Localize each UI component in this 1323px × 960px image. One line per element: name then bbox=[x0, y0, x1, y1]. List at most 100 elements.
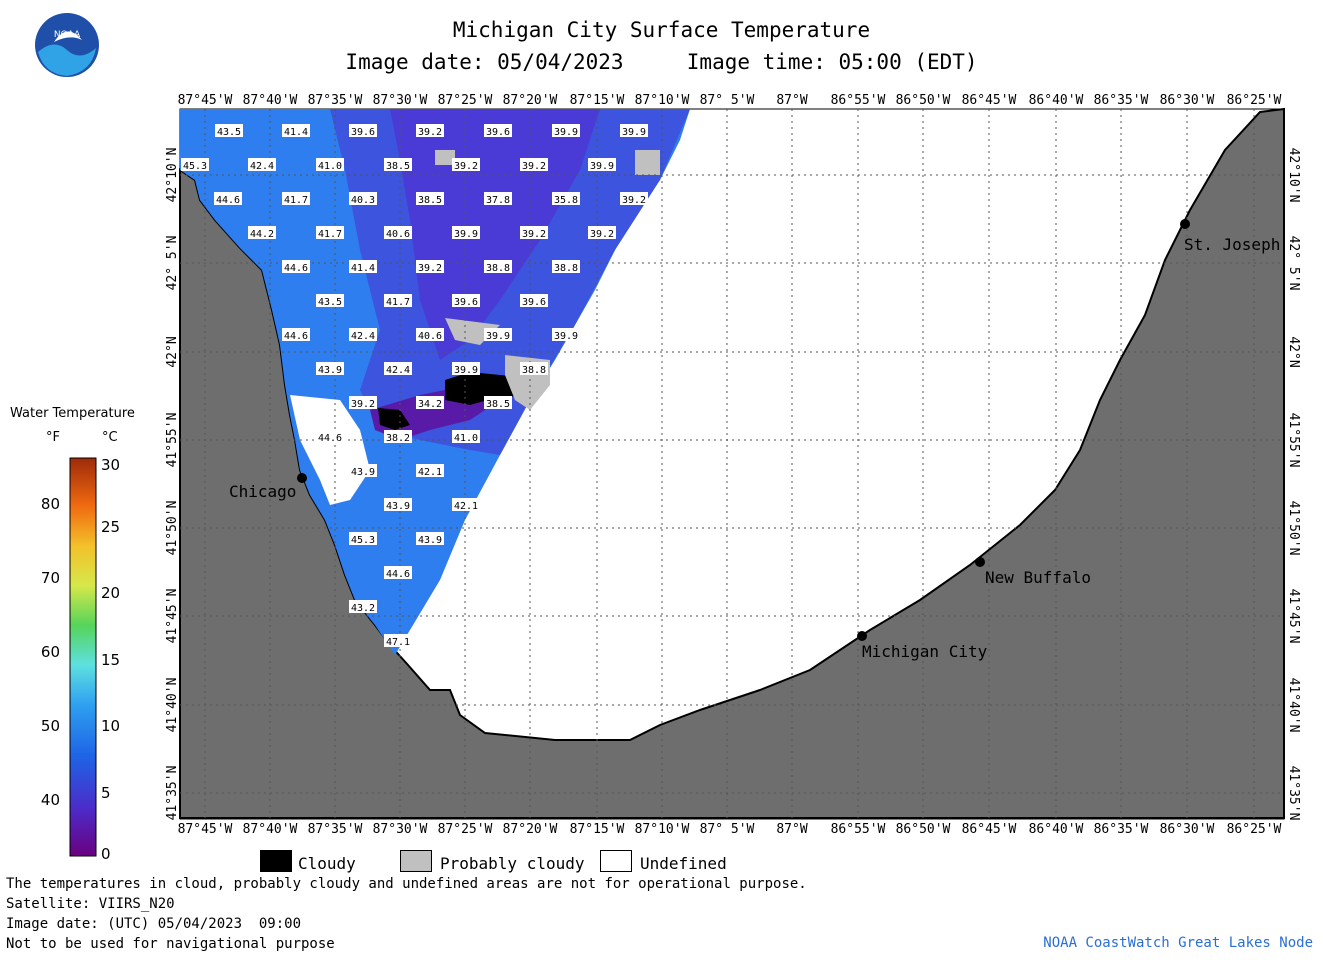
scale-tick-c: 10 bbox=[101, 717, 120, 735]
temperature-label: 40.6 bbox=[384, 226, 412, 240]
longitude-label: 86°55'W bbox=[831, 822, 886, 837]
longitude-label: 87°15'W bbox=[570, 93, 625, 108]
latitude-labels-right: 42°10'N 42° 5'N 42°N 41°55'N 41°50'N 41°45'N 4… bbox=[1286, 148, 1301, 821]
svg-text:NOAA: NOAA bbox=[54, 30, 81, 40]
scale-tick-f: 50 bbox=[41, 717, 60, 735]
city-marker bbox=[857, 631, 867, 641]
map-title: Michigan City Surface Temperature bbox=[452, 18, 871, 42]
city-label: Michigan City bbox=[862, 642, 988, 661]
svg-text:44.2: 44.2 bbox=[250, 229, 274, 240]
temperature-label: 34.2 bbox=[416, 396, 444, 410]
temperature-label: 41.7 bbox=[282, 192, 310, 206]
temperature-label: 44.6 bbox=[316, 430, 344, 444]
svg-text:37.8: 37.8 bbox=[486, 195, 510, 206]
svg-text:39.6: 39.6 bbox=[486, 127, 510, 138]
latitude-label: 42°N bbox=[1286, 336, 1301, 367]
city-label: St. Joseph bbox=[1184, 235, 1280, 254]
temperature-label: 45.3 bbox=[349, 532, 377, 546]
temperature-label: 39.9 bbox=[484, 328, 512, 342]
scale-tick-c: 25 bbox=[101, 518, 120, 536]
svg-text:44.6: 44.6 bbox=[386, 569, 410, 580]
scale-tick-f: 80 bbox=[41, 495, 60, 513]
scale-tick-c: 15 bbox=[101, 651, 120, 669]
longitude-label: 87°40'W bbox=[243, 93, 298, 108]
footer-credit: NOAA CoastWatch Great Lakes Node bbox=[1043, 935, 1313, 951]
svg-text:39.6: 39.6 bbox=[351, 127, 375, 138]
svg-text:40.6: 40.6 bbox=[386, 229, 410, 240]
svg-text:39.2: 39.2 bbox=[622, 195, 646, 206]
svg-text:41.0: 41.0 bbox=[318, 161, 342, 172]
longitude-label: 87°45'W bbox=[178, 822, 233, 837]
temperature-label: 42.4 bbox=[384, 362, 412, 376]
longitude-label: 87°20'W bbox=[503, 93, 558, 108]
svg-text:39.2: 39.2 bbox=[418, 263, 442, 274]
temperature-label: 39.9 bbox=[452, 362, 480, 376]
longitude-label: 86°25'W bbox=[1227, 822, 1282, 837]
scale-ticks-f: 80 70 60 50 40 bbox=[41, 495, 60, 809]
temperature-label: 35.8 bbox=[552, 192, 580, 206]
svg-text:41.7: 41.7 bbox=[318, 229, 342, 240]
temperature-label: 38.5 bbox=[416, 192, 444, 206]
temperature-label: 44.6 bbox=[282, 260, 310, 274]
svg-text:41.4: 41.4 bbox=[351, 263, 375, 274]
svg-text:47.1: 47.1 bbox=[386, 637, 410, 648]
latitude-label: 41°55'N bbox=[1286, 413, 1301, 468]
longitude-label: 87°30'W bbox=[373, 822, 428, 837]
temperature-label: 39.2 bbox=[520, 226, 548, 240]
scale-ticks-c: 30 25 20 15 10 5 0 bbox=[101, 456, 120, 863]
longitude-label: 86°30'W bbox=[1160, 93, 1215, 108]
temperature-label: 41.4 bbox=[282, 124, 310, 138]
cloudy-area bbox=[378, 372, 530, 430]
svg-text:43.5: 43.5 bbox=[318, 297, 342, 308]
temperature-label: 39.6 bbox=[484, 124, 512, 138]
svg-text:39.2: 39.2 bbox=[522, 161, 546, 172]
svg-text:38.8: 38.8 bbox=[522, 365, 546, 376]
temperature-label: 38.5 bbox=[384, 158, 412, 172]
longitude-label: 87°W bbox=[776, 93, 807, 108]
svg-text:42.4: 42.4 bbox=[351, 331, 375, 342]
svg-text:42.1: 42.1 bbox=[454, 501, 478, 512]
svg-text:38.8: 38.8 bbox=[486, 263, 510, 274]
temperature-label: 38.2 bbox=[384, 430, 412, 444]
svg-text:39.2: 39.2 bbox=[351, 399, 375, 410]
svg-text:40.6: 40.6 bbox=[418, 331, 442, 342]
temperature-label: 43.9 bbox=[316, 362, 344, 376]
city-marker bbox=[1180, 219, 1190, 229]
latitude-label: 41°45'N bbox=[1286, 589, 1301, 644]
svg-text:38.5: 38.5 bbox=[386, 161, 410, 172]
temperature-label: 39.6 bbox=[520, 294, 548, 308]
legend-title: Water Temperature bbox=[10, 406, 135, 421]
cloudy-key-swatch bbox=[260, 850, 292, 872]
svg-text:43.9: 43.9 bbox=[351, 467, 375, 478]
temperature-label: 39.2 bbox=[416, 260, 444, 274]
city-marker bbox=[297, 473, 307, 483]
latitude-label: 41°35'N bbox=[1286, 766, 1301, 821]
latitude-label: 41°45'N bbox=[165, 589, 180, 644]
graticule bbox=[180, 109, 1284, 818]
coldest-water-field bbox=[390, 109, 600, 360]
longitude-label: 86°25'W bbox=[1227, 93, 1282, 108]
latitude-label: 42°10'N bbox=[1286, 148, 1301, 203]
longitude-label: 86°45'W bbox=[962, 93, 1017, 108]
svg-text:44.6: 44.6 bbox=[318, 433, 342, 444]
scale-tick-c: 0 bbox=[101, 845, 111, 863]
city-markers: Chicago St. Joseph New Buffalo Michigan Cit… bbox=[229, 219, 1280, 661]
temperature-label: 42.1 bbox=[416, 464, 444, 478]
longitude-label: 87°30'W bbox=[373, 93, 428, 108]
latitude-label: 41°40'N bbox=[165, 678, 180, 733]
temperature-label: 44.6 bbox=[282, 328, 310, 342]
temperature-label: 39.9 bbox=[552, 124, 580, 138]
temperature-label: 39.2 bbox=[620, 192, 648, 206]
land-west bbox=[179, 107, 1285, 819]
color-scale-bar bbox=[69, 457, 97, 857]
temperature-label: 39.2 bbox=[452, 158, 480, 172]
svg-text:38.8: 38.8 bbox=[554, 263, 578, 274]
temperature-label: 42.4 bbox=[248, 158, 276, 172]
latitude-label: 41°35'N bbox=[165, 766, 180, 821]
temperature-label: 39.2 bbox=[520, 158, 548, 172]
longitude-label: 87°W bbox=[776, 822, 807, 837]
temperature-label: 39.2 bbox=[349, 396, 377, 410]
latitude-label: 42° 5'N bbox=[165, 236, 180, 291]
latitude-label: 42° 5'N bbox=[1286, 236, 1301, 291]
svg-text:42.1: 42.1 bbox=[418, 467, 442, 478]
